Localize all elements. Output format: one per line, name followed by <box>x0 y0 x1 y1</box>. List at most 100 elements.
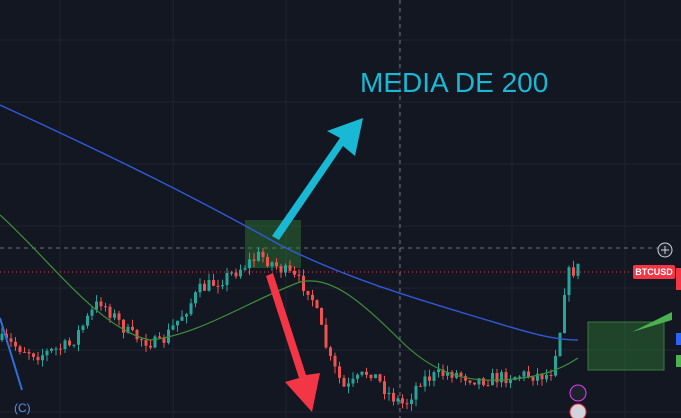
candle-body <box>185 314 188 317</box>
candle-body <box>545 375 548 380</box>
candle-body <box>369 374 373 379</box>
candle-body <box>32 353 35 357</box>
candle-body <box>329 347 332 356</box>
candle-body <box>477 378 481 385</box>
candle-body <box>324 324 328 348</box>
candles <box>0 247 580 411</box>
candle-body <box>509 380 512 384</box>
candle-body <box>257 251 260 261</box>
candle-body <box>158 336 161 338</box>
candle-body <box>279 266 283 273</box>
candle-body <box>288 265 292 271</box>
candle-body <box>459 372 463 377</box>
candle-body <box>266 256 269 267</box>
candle-body <box>36 356 40 361</box>
candle-body <box>302 275 305 291</box>
candle-body <box>216 285 220 287</box>
candle-body <box>284 265 287 273</box>
candle-body <box>320 308 323 325</box>
arrow-down <box>266 273 320 412</box>
candle-body <box>378 374 382 382</box>
candle-body <box>113 313 116 318</box>
candle-body <box>261 251 265 257</box>
candle-body <box>180 316 184 321</box>
candle-body <box>333 355 337 367</box>
candle-body <box>450 371 454 378</box>
candle-body <box>72 344 76 346</box>
candle-body <box>171 325 175 330</box>
candle-body <box>243 268 247 270</box>
candle-body <box>18 346 22 352</box>
candle-body <box>315 300 319 309</box>
candle-body <box>405 403 409 405</box>
candle-body <box>311 294 314 301</box>
candle-body <box>41 355 44 361</box>
candle-body <box>117 313 121 320</box>
candle-body <box>131 326 134 330</box>
ma-200 <box>0 104 579 341</box>
candle-body <box>207 280 211 291</box>
candle-body <box>54 348 58 350</box>
candle-body <box>306 290 310 295</box>
candle-body <box>482 378 485 386</box>
candle-body <box>275 262 278 267</box>
candle-body <box>468 380 472 383</box>
candle-body <box>423 376 427 387</box>
candle-body <box>144 340 148 346</box>
candle-body <box>540 373 544 380</box>
candle-body <box>441 369 445 376</box>
wave-label: (C) <box>14 401 31 415</box>
candle-body <box>356 374 359 379</box>
event-icon[interactable] <box>569 384 587 402</box>
candle-body <box>149 345 152 348</box>
candle-body <box>27 352 31 354</box>
candle-body <box>63 340 67 349</box>
candle-body <box>239 269 242 277</box>
candle-body <box>347 383 350 387</box>
candle-body <box>9 338 13 342</box>
candle-body <box>14 341 17 347</box>
edge-marker <box>676 268 681 290</box>
candle-body <box>558 333 562 356</box>
candle-body <box>153 336 157 348</box>
candle-body <box>576 263 580 276</box>
candle-body <box>437 369 440 373</box>
candle-body <box>198 283 202 293</box>
candle-body <box>531 376 535 381</box>
candle-body <box>549 375 553 377</box>
candle-body <box>563 295 566 334</box>
candle-body <box>270 262 274 267</box>
candle-body <box>99 301 103 307</box>
candle-body <box>351 378 355 384</box>
candle-body <box>234 272 238 277</box>
candle-body <box>81 325 85 331</box>
candle-body <box>176 320 179 326</box>
trend-line <box>0 317 23 391</box>
candle-body <box>495 373 499 383</box>
small-arrow <box>632 312 672 332</box>
candle-body <box>338 366 341 378</box>
candle-body <box>194 292 197 304</box>
candle-body <box>23 351 26 353</box>
candle-body <box>50 348 53 351</box>
candle-body <box>203 283 206 291</box>
candle-body <box>189 303 193 315</box>
candle-body <box>374 374 377 379</box>
candle-body <box>90 309 94 316</box>
candle-body <box>230 272 233 274</box>
candle-body <box>527 371 530 377</box>
candle-body <box>135 329 139 340</box>
candle-body <box>428 376 431 381</box>
candle-body <box>410 399 413 404</box>
price-tag-label: BTCUSD <box>635 267 673 277</box>
candle-body <box>140 339 143 341</box>
zone-box <box>587 321 665 371</box>
flag-icon[interactable] <box>569 403 587 418</box>
candle-body <box>342 377 346 387</box>
candle-body <box>401 398 404 404</box>
candle-body <box>383 381 386 395</box>
candle-body <box>212 280 215 286</box>
candle-body <box>518 376 521 378</box>
